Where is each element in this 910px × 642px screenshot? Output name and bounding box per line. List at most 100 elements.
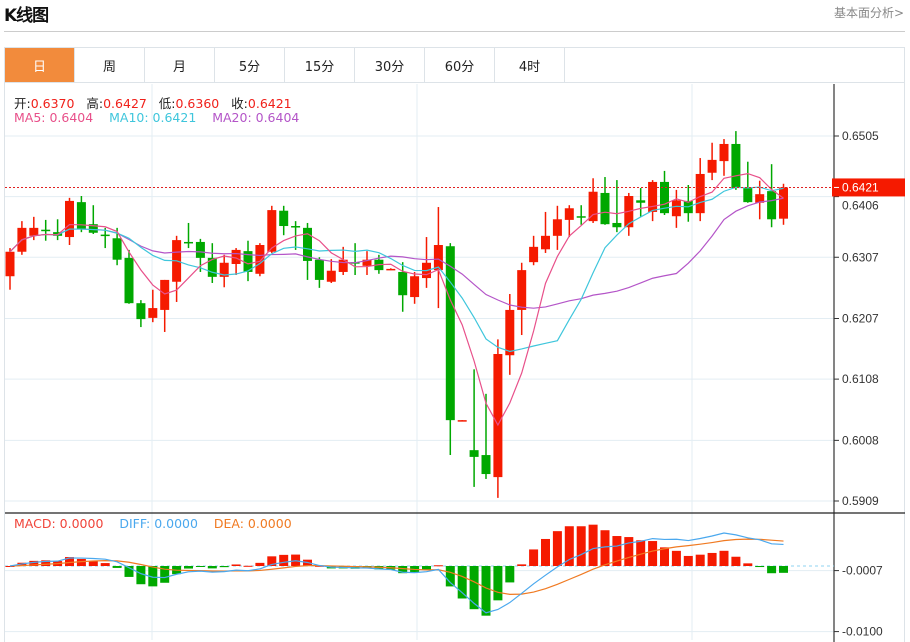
header-divider	[4, 31, 905, 32]
diff-line	[9, 532, 784, 614]
tab-4hour[interactable]: 4时	[495, 48, 565, 82]
candle-body	[767, 191, 777, 220]
candle	[76, 196, 86, 233]
tab-month[interactable]: 月	[145, 48, 215, 82]
tab-15min[interactable]: 15分	[285, 48, 355, 82]
macd-histogram-bar	[457, 566, 467, 599]
ohlc-legend: 开:0.6370 高:0.6427 低:0.6360 收:0.6421	[14, 93, 292, 112]
candle-body	[386, 268, 396, 271]
macd-histogram-bar	[671, 550, 681, 566]
candle	[731, 131, 741, 190]
candle-body	[600, 192, 610, 225]
candle-body	[5, 251, 15, 277]
macd-histogram-bar	[112, 566, 122, 568]
candle	[636, 188, 646, 217]
candle	[219, 254, 229, 288]
candle-body	[207, 257, 217, 277]
candle-body	[29, 227, 39, 236]
candle	[624, 192, 634, 236]
candle	[136, 300, 146, 328]
macd-histogram-bar	[624, 537, 634, 566]
candle-body	[743, 188, 753, 203]
candle-body	[541, 235, 550, 250]
tab-60min[interactable]: 60分	[425, 48, 495, 82]
ma5-line	[9, 172, 784, 427]
macd-histogram-bar	[65, 557, 74, 566]
candle	[124, 249, 134, 304]
ma20-line	[9, 197, 784, 309]
price-tick-label: 0.6108	[842, 372, 879, 386]
candle-body	[433, 245, 443, 271]
macd-histogram-bar	[433, 565, 443, 567]
candle-body	[481, 455, 491, 475]
candle-body	[112, 238, 122, 260]
candle-body	[648, 181, 658, 212]
macd-histogram-bar	[231, 564, 241, 566]
candle-body	[88, 224, 98, 233]
candle-body	[279, 210, 289, 227]
candle-body	[671, 200, 681, 217]
candle	[422, 237, 431, 288]
candle-body	[731, 143, 741, 189]
candle-body	[564, 208, 574, 220]
candle-body	[398, 271, 408, 296]
macd-histogram-bar	[207, 566, 217, 569]
candle	[5, 248, 15, 290]
ma10-line	[9, 186, 784, 353]
macd-histogram-bar	[160, 566, 170, 583]
candle-body	[255, 245, 265, 274]
candle-body	[719, 143, 729, 162]
macd-histogram-bar	[541, 538, 550, 566]
macd-value: MACD: 0.0000	[14, 516, 104, 531]
candle	[279, 205, 289, 236]
macd-histogram-bar	[279, 554, 289, 566]
candle-body	[291, 226, 301, 228]
price-tick-label: 0.6207	[842, 311, 879, 325]
period-tabs: 日 周 月 5分 15分 30分 60分 4时	[4, 47, 905, 83]
macd-histogram-bar	[588, 524, 598, 566]
candle-body	[76, 202, 86, 230]
tab-week[interactable]: 周	[75, 48, 145, 82]
macd-histogram-bar	[422, 566, 431, 570]
candle	[743, 161, 753, 203]
candle	[469, 369, 479, 487]
candle-body	[231, 249, 241, 264]
tab-day[interactable]: 日	[5, 48, 75, 82]
macd-histogram-bar	[600, 530, 610, 566]
price-tick-label: 0.6307	[842, 250, 879, 264]
tab-5min[interactable]: 5分	[215, 48, 285, 82]
candle-body	[755, 194, 765, 203]
macd-histogram-bar	[636, 540, 646, 566]
candle-body	[65, 200, 74, 238]
diff-value: DIFF: 0.0000	[119, 516, 198, 531]
candle	[362, 251, 372, 276]
candle-body	[660, 181, 669, 214]
candle	[17, 221, 27, 255]
candle	[398, 262, 408, 312]
candle-body	[219, 262, 229, 277]
candle-body	[552, 219, 562, 236]
candle-body	[362, 259, 372, 266]
macd-histogram-bar	[76, 558, 86, 566]
tab-30min[interactable]: 30分	[355, 48, 425, 82]
macd-histogram-bar	[779, 566, 788, 573]
current-price-badge	[832, 178, 905, 197]
macd-histogram-bar	[100, 563, 110, 566]
macd-histogram-bar	[767, 566, 777, 574]
candle	[493, 339, 503, 498]
candle-body	[779, 187, 788, 219]
candle-body	[195, 241, 205, 258]
macd-histogram-bar	[469, 566, 479, 610]
candle	[612, 180, 622, 233]
candle	[338, 246, 348, 276]
candle	[517, 262, 527, 336]
candle	[529, 235, 539, 266]
fundamental-analysis-link[interactable]: 基本面分析>	[833, 6, 904, 20]
high-label: 高:	[86, 96, 104, 111]
candle-body	[100, 234, 110, 237]
candle	[671, 189, 681, 228]
candle	[695, 158, 705, 222]
candle	[683, 184, 693, 222]
macd-histogram-bar	[41, 560, 51, 566]
